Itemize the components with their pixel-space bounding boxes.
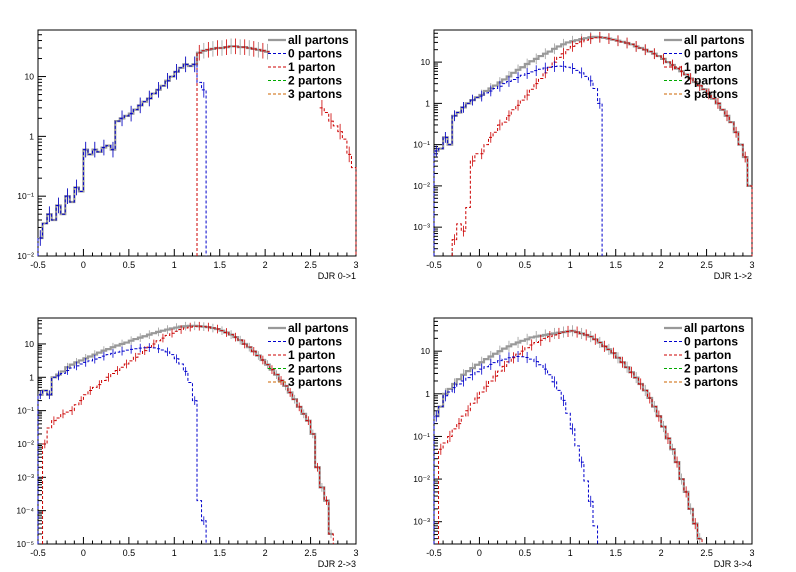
legend-entry: all partons: [288, 33, 349, 47]
y-tick-label: 10⁻²: [413, 474, 430, 484]
x-tick-label: -0.5: [426, 548, 442, 558]
x-tick-label: 2: [263, 548, 268, 558]
x-tick-label: 0.5: [519, 548, 532, 558]
djr-panel-4: -0.5 0 0.5 1 1.5 2 2.5 3 10⁻³ 10⁻² 10⁻¹ 1 10 DJR 3->4…: [413, 317, 755, 569]
x-tick-label: 2.5: [304, 548, 317, 558]
x-tick-label: 2.5: [700, 260, 713, 270]
y-tick-label: 1: [425, 389, 430, 399]
series-line-1-parton: [451, 36, 753, 256]
legend-entry: 2 partons: [684, 74, 738, 88]
y-tick-label: 10⁻²: [17, 251, 34, 261]
x-tick-label: 0: [477, 548, 482, 558]
series-line-0-partons: [37, 63, 207, 256]
x-tick-label: 3: [749, 548, 754, 558]
plot-frame: [433, 29, 753, 257]
djr-panel-1: -0.5 0 0.5 1 1.5 2 2.5 3 10⁻² 10⁻¹ 1 10 DJR 0->1 all …: [17, 29, 359, 281]
x-tick-label: 1.5: [609, 548, 622, 558]
x-axis-label: DJR 3->4: [714, 559, 752, 569]
y-tick-label: 10⁻¹: [413, 431, 430, 441]
legend-entry: 2 partons: [684, 362, 738, 376]
y-tick-label: 1: [29, 372, 34, 382]
legend-entry: 1 parton: [684, 348, 731, 362]
y-tick-label: 1: [425, 98, 430, 108]
x-tick-label: 0: [81, 260, 86, 270]
x-tick-label: 2: [263, 260, 268, 270]
x-tick-label: 3: [353, 260, 358, 270]
legend-entry: all partons: [684, 321, 745, 335]
y-tick-label: 10: [25, 72, 35, 82]
series-line-1-parton: [196, 45, 357, 256]
x-tick-label: 1.5: [213, 260, 226, 270]
legend-entry: 2 partons: [288, 362, 342, 376]
y-tick-label: 10⁻¹: [413, 140, 430, 150]
djr-panel-2: -0.5 0 0.5 1 1.5 2 2.5 3 10⁻³ 10⁻² 10⁻¹ 1 10 DJR 1->2…: [413, 29, 755, 281]
x-tick-label: 0.5: [519, 260, 532, 270]
y-tick-label: 10⁻⁴: [16, 506, 34, 516]
x-axis-label: DJR 0->1: [318, 271, 356, 281]
series-line-0-partons: [37, 347, 207, 544]
x-tick-label: 0: [477, 260, 482, 270]
x-tick-label: 3: [353, 548, 358, 558]
djr-panel-3: -0.5 0 0.5 1 1.5 2 2.5 3 10⁻⁵ 10⁻⁴ 10⁻³ 10⁻² 10⁻¹ 1 10…: [16, 317, 359, 569]
y-tick-label: 10: [421, 57, 431, 67]
series-line-1-parton: [42, 325, 334, 544]
x-tick-label: 1.5: [213, 548, 226, 558]
series-line-all-partons: [434, 329, 703, 540]
x-tick-label: 1: [172, 548, 177, 558]
x-tick-label: 2.5: [700, 548, 713, 558]
x-tick-label: 1: [568, 260, 573, 270]
legend-entry: 3 partons: [684, 375, 738, 389]
series-line-1-parton: [438, 330, 703, 544]
y-tick-label: 10⁻³: [413, 517, 430, 527]
legend-entry: 1 parton: [684, 60, 731, 74]
series-line-0-partons: [433, 65, 603, 256]
y-tick-label: 10⁻²: [413, 181, 430, 191]
y-tick-label: 10⁻³: [413, 222, 430, 232]
y-tick-label: 10: [421, 346, 431, 356]
legend-entry: all partons: [684, 33, 745, 47]
legend-entry: 0 partons: [288, 335, 342, 349]
legend-entry: 3 partons: [288, 375, 342, 389]
series-line-0-partons: [433, 356, 599, 544]
x-tick-label: -0.5: [426, 260, 442, 270]
x-tick-label: 2: [659, 260, 664, 270]
y-tick-label: 10: [25, 339, 35, 349]
legend-entry: 0 partons: [684, 47, 738, 61]
y-tick-label: 10⁻⁵: [17, 539, 34, 549]
x-tick-label: 0.5: [123, 260, 136, 270]
y-tick-label: 10⁻²: [17, 439, 34, 449]
y-tick-label: 10⁻¹: [17, 406, 34, 416]
legend-entry: 3 partons: [684, 87, 738, 101]
legend-entry: 3 partons: [288, 87, 342, 101]
x-tick-label: 2: [659, 548, 664, 558]
y-tick-label: 10⁻³: [17, 472, 34, 482]
legend-entry: 2 partons: [288, 74, 342, 88]
legend-entry: 0 partons: [684, 335, 738, 349]
x-tick-label: -0.5: [30, 548, 46, 558]
x-tick-label: 1: [172, 260, 177, 270]
y-tick-label: 10⁻¹: [17, 191, 34, 201]
x-tick-label: 3: [749, 260, 754, 270]
x-tick-label: 1: [568, 548, 573, 558]
legend-entry: 1 parton: [288, 348, 335, 362]
x-tick-label: 1.5: [609, 260, 622, 270]
legend-entry: 1 parton: [288, 60, 335, 74]
x-axis-label: DJR 1->2: [714, 271, 752, 281]
series-line-all-partons: [38, 45, 270, 240]
legend-entry: 0 partons: [288, 47, 342, 61]
x-tick-label: 2.5: [304, 260, 317, 270]
x-axis-label: DJR 2->3: [318, 559, 356, 569]
x-tick-label: 0.5: [123, 548, 136, 558]
x-tick-label: -0.5: [30, 260, 46, 270]
legend-entry: all partons: [288, 321, 349, 335]
y-tick-label: 1: [29, 131, 34, 141]
x-tick-label: 0: [81, 548, 86, 558]
